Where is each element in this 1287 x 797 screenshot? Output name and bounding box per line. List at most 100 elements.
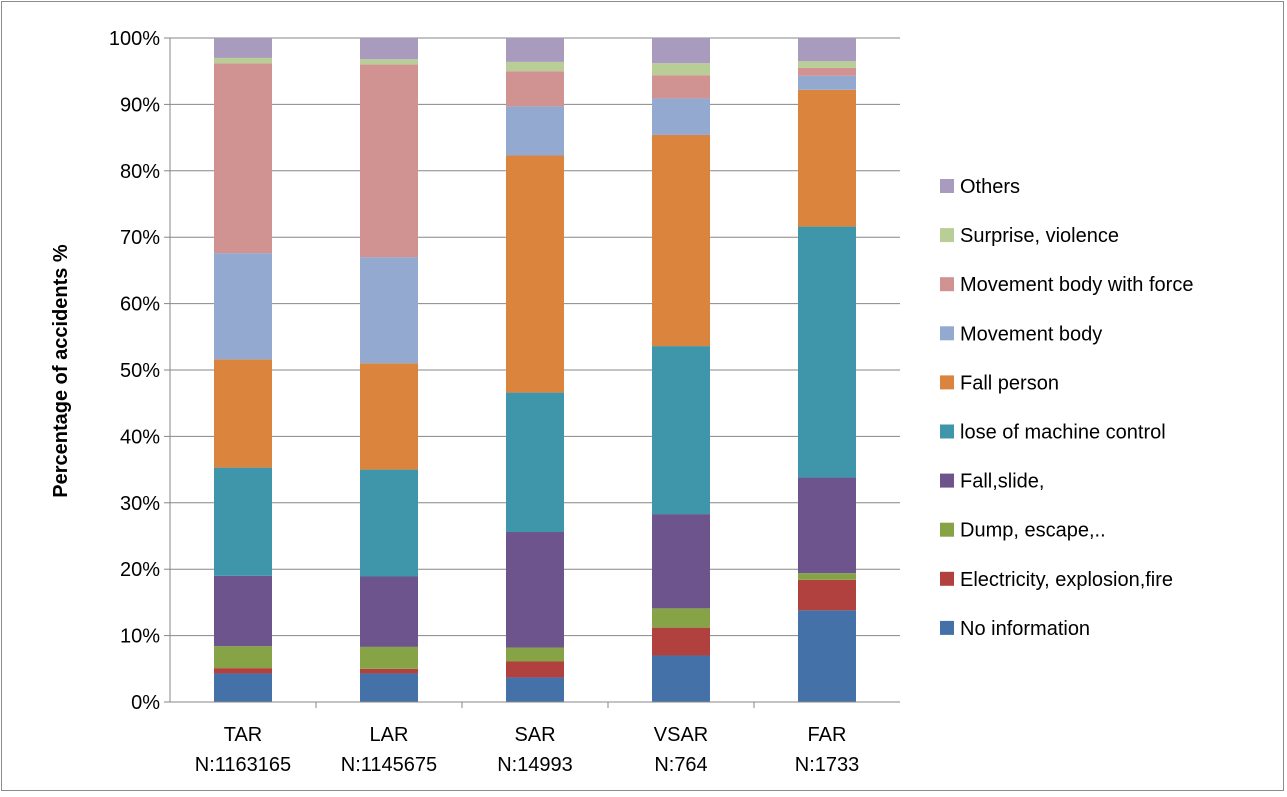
- legend-label: Movement body: [960, 323, 1102, 345]
- legend-label: Surprise, violence: [960, 225, 1119, 247]
- bar-segment-tar-1: [214, 668, 272, 674]
- legend-item: Dump, escape,..: [940, 520, 1106, 542]
- y-axis-title: Percentage of accidents %: [50, 244, 72, 498]
- bar-segment-vsar-9: [652, 38, 710, 64]
- bar-segment-lar-2: [360, 646, 418, 669]
- bar-segment-sar-4: [506, 392, 564, 533]
- bar-segment-lar-0: [360, 673, 418, 702]
- legend-swatch: [940, 277, 954, 292]
- x-category-count: N:764: [654, 754, 707, 776]
- bar-segment-vsar-6: [652, 98, 710, 135]
- legend: Others Surprise, violence Movement body wi…: [940, 176, 1193, 640]
- legend-label: lose of machine control: [960, 422, 1166, 444]
- bar-segment-vsar-5: [652, 134, 710, 347]
- bar-segment-lar-1: [360, 668, 418, 674]
- y-tick-label: 0%: [131, 692, 160, 714]
- legend-label: Fall person: [960, 372, 1059, 394]
- bar-segment-sar-6: [506, 106, 564, 156]
- legend-label: Others: [960, 176, 1020, 198]
- bar-segment-vsar-2: [652, 608, 710, 628]
- bar-segment-tar-6: [214, 253, 272, 360]
- bar-segment-tar-2: [214, 646, 272, 669]
- x-category-label: FAR: [808, 724, 847, 746]
- legend-swatch: [940, 571, 954, 586]
- legend-swatch: [940, 326, 954, 341]
- y-tick-label: 70%: [120, 227, 160, 249]
- legend-item: Others: [940, 176, 1020, 198]
- bar-segment-vsar-0: [652, 655, 710, 702]
- bar-segment-sar-3: [506, 532, 564, 648]
- x-category-count: N:1733: [795, 754, 860, 776]
- bar-segment-lar-8: [360, 59, 418, 65]
- bar-segment-far-3: [798, 477, 856, 574]
- x-category-label: VSAR: [654, 724, 708, 746]
- legend-label: Dump, escape,..: [960, 520, 1106, 542]
- y-tick-label: 20%: [120, 559, 160, 581]
- legend-swatch: [940, 620, 954, 635]
- y-tick-label: 80%: [120, 161, 160, 183]
- bar-segment-vsar-8: [652, 63, 710, 76]
- bar-segment-far-6: [798, 75, 856, 90]
- bar-segment-sar-7: [506, 71, 564, 107]
- legend-swatch: [940, 375, 954, 390]
- bar-segment-lar-4: [360, 469, 418, 577]
- legend-item: No information: [940, 618, 1090, 640]
- bars: [214, 38, 856, 702]
- bar-segment-far-1: [798, 579, 856, 611]
- legend-label: No information: [960, 618, 1090, 640]
- legend-item: Electricity, explosion,fire: [940, 569, 1173, 591]
- legend-label: Fall,slide,: [960, 471, 1044, 493]
- legend-item: Fall,slide,: [940, 471, 1044, 493]
- legend-swatch: [940, 473, 954, 488]
- y-tick-label: 50%: [120, 360, 160, 382]
- x-category-label: SAR: [514, 724, 555, 746]
- bar-segment-lar-3: [360, 576, 418, 647]
- x-category-count: N:1163165: [195, 754, 291, 776]
- bar-segment-vsar-7: [652, 75, 710, 99]
- bar-segment-sar-9: [506, 38, 564, 62]
- bar-segment-vsar-3: [652, 514, 710, 609]
- bar-segment-far-9: [798, 38, 856, 62]
- bar-segment-tar-4: [214, 467, 272, 576]
- legend-item: lose of machine control: [940, 422, 1166, 444]
- x-category-label: LAR: [370, 724, 409, 746]
- bar-segment-tar-8: [214, 57, 272, 64]
- legend-item: Surprise, violence: [940, 225, 1119, 247]
- bar-segment-lar-7: [360, 64, 418, 258]
- bar-segment-tar-9: [214, 38, 272, 58]
- y-tick-labels: 0% 10% 20% 30% 40% 50% 60% 70% 80% 90% 100%: [109, 28, 160, 714]
- y-tick-label: 10%: [120, 626, 160, 648]
- x-category-labels: TAR N:1163165 LAR N:1145675 SAR N:14993 VSAR N:…: [195, 724, 859, 776]
- bar-segment-tar-5: [214, 359, 272, 468]
- bar-segment-far-2: [798, 573, 856, 580]
- bar-segment-tar-3: [214, 575, 272, 647]
- legend-swatch: [940, 522, 954, 537]
- bar-segment-lar-6: [360, 257, 418, 364]
- bar-segment-lar-5: [360, 363, 418, 470]
- bar-segment-far-8: [798, 61, 856, 68]
- bar-segment-vsar-1: [652, 627, 710, 656]
- bar-segment-far-4: [798, 226, 856, 478]
- legend-label: Movement body with force: [960, 274, 1193, 296]
- bar-segment-far-5: [798, 89, 856, 227]
- y-tick-label: 30%: [120, 493, 160, 515]
- bar-segment-sar-1: [506, 661, 564, 678]
- bar-segment-sar-5: [506, 155, 564, 393]
- y-tick-label: 100%: [109, 28, 160, 50]
- legend-item: Fall person: [940, 372, 1059, 394]
- bar-segment-far-0: [798, 610, 856, 702]
- legend-item: Movement body with force: [940, 274, 1193, 296]
- x-category-count: N:14993: [497, 754, 573, 776]
- y-tick-label: 60%: [120, 294, 160, 316]
- legend-swatch: [940, 228, 954, 243]
- axes: [164, 37, 900, 708]
- bar-segment-sar-0: [506, 677, 564, 702]
- legend-swatch: [940, 424, 954, 439]
- bar-segment-far-7: [798, 67, 856, 76]
- legend-item: Movement body: [940, 323, 1102, 345]
- y-tick-label: 40%: [120, 426, 160, 448]
- x-category-label: TAR: [224, 724, 263, 746]
- bar-segment-tar-7: [214, 63, 272, 254]
